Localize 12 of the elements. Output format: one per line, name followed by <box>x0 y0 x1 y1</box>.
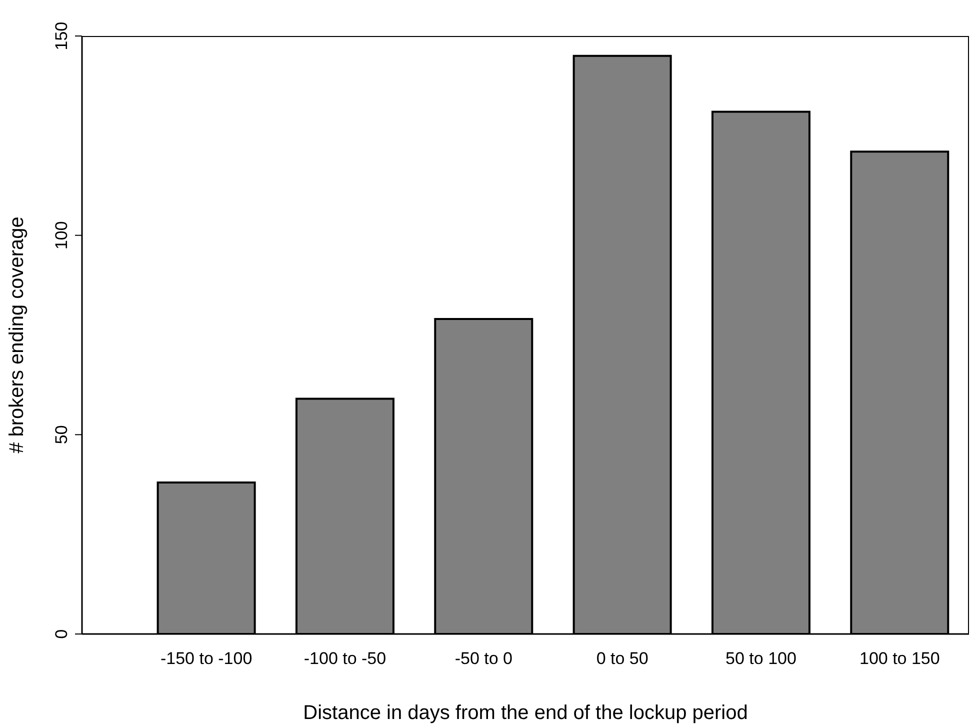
x-tick-label: 50 to 100 <box>726 649 796 668</box>
x-tick-label: -150 to -100 <box>160 649 252 668</box>
x-tick-label: 100 to 150 <box>859 649 940 668</box>
y-tick-label: 150 <box>52 22 71 50</box>
y-tick-label: 50 <box>52 425 71 444</box>
y-tick-label: 0 <box>52 629 71 639</box>
x-tick-label: -50 to 0 <box>454 649 512 668</box>
x-axis-title: Distance in days from the end of the lockup period <box>303 702 748 724</box>
y-tick-label: 100 <box>52 221 71 250</box>
x-tick-label: 0 to 50 <box>596 649 648 668</box>
x-tick-label: -100 to -50 <box>304 649 386 668</box>
y-axis-title: # brokers ending coverage <box>6 216 28 454</box>
